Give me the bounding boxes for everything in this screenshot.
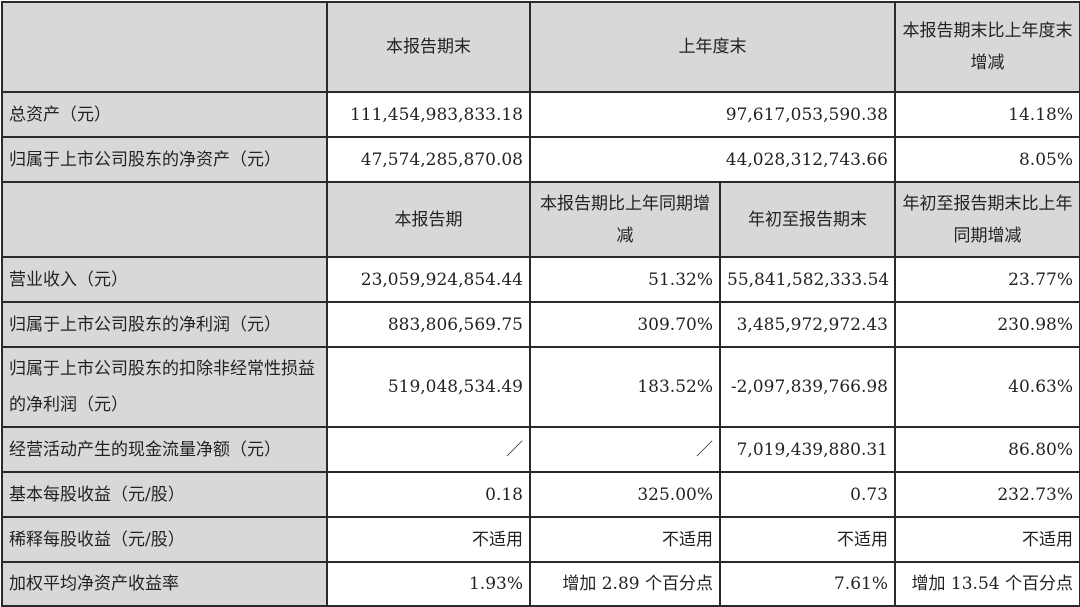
- cell: ／: [326, 426, 531, 473]
- header-empty: [1, 1, 328, 93]
- cell: 309.70%: [529, 301, 721, 348]
- cell: 47,574,285,870.08: [326, 136, 531, 183]
- header-row-2: 本报告期 本报告期比上年同期增减 年初至报告期末 年初至报告期末比上年同期增减: [1, 181, 1080, 258]
- row-label: 稀释每股收益（元/股）: [1, 516, 328, 563]
- cell: 97,617,053,590.38: [529, 91, 896, 138]
- table-row: 营业收入（元） 23,059,924,854.44 51.32% 55,841,582…: [1, 256, 1080, 303]
- cell: 7.61%: [719, 561, 896, 607]
- header-change: 本报告期末比上年度末增减: [894, 1, 1080, 93]
- cell: 51.32%: [529, 256, 721, 303]
- cell: 8.05%: [894, 136, 1080, 183]
- header-prior-year-end: 上年度末: [529, 1, 896, 93]
- cell: 23.77%: [894, 256, 1080, 303]
- header-yoy-change: 本报告期比上年同期增减: [529, 181, 721, 258]
- cell: 232.73%: [894, 471, 1080, 518]
- cell: 7,019,439,880.31: [719, 426, 896, 473]
- table-row: 加权平均净资产收益率 1.93% 增加 2.89 个百分点 7.61% 增加 13.54…: [1, 561, 1080, 607]
- cell: 183.52%: [529, 346, 721, 428]
- row-label: 加权平均净资产收益率: [1, 561, 328, 607]
- cell: 55,841,582,333.54: [719, 256, 896, 303]
- table-row: 总资产（元） 111,454,983,833.18 97,617,053,590…: [1, 91, 1080, 138]
- row-label: 归属于上市公司股东的净资产（元）: [1, 136, 328, 183]
- cell: 不适用: [326, 516, 531, 563]
- cell: 40.63%: [894, 346, 1080, 428]
- cell: 不适用: [529, 516, 721, 563]
- cell: 1.93%: [326, 561, 531, 607]
- cell: 86.80%: [894, 426, 1080, 473]
- cell: 44,028,312,743.66: [529, 136, 896, 183]
- header-period-end: 本报告期末: [326, 1, 531, 93]
- table-row: 稀释每股收益（元/股） 不适用 不适用 不适用 不适用: [1, 516, 1080, 563]
- cell: 0.18: [326, 471, 531, 518]
- cell: 增加 13.54 个百分点: [894, 561, 1080, 607]
- cell: -2,097,839,766.98: [719, 346, 896, 428]
- cell: 3,485,972,972.43: [719, 301, 896, 348]
- header-ytd: 年初至报告期末: [719, 181, 896, 258]
- cell: 230.98%: [894, 301, 1080, 348]
- row-label: 总资产（元）: [1, 91, 328, 138]
- row-label: 归属于上市公司股东的净利润（元）: [1, 301, 328, 348]
- row-label: 归属于上市公司股东的扣除非经常性损益的净利润（元）: [1, 346, 328, 428]
- cell: 0.73: [719, 471, 896, 518]
- cell: ／: [529, 426, 721, 473]
- header-current-period: 本报告期: [326, 181, 531, 258]
- cell: 不适用: [719, 516, 896, 563]
- table-row: 归属于上市公司股东的净利润（元） 883,806,569.75 309.70% 3,4…: [1, 301, 1080, 348]
- cell: 111,454,983,833.18: [326, 91, 531, 138]
- row-label: 营业收入（元）: [1, 256, 328, 303]
- cell: 不适用: [894, 516, 1080, 563]
- header-ytd-change: 年初至报告期末比上年同期增减: [894, 181, 1080, 258]
- cell: 883,806,569.75: [326, 301, 531, 348]
- cell: 14.18%: [894, 91, 1080, 138]
- cell: 增加 2.89 个百分点: [529, 561, 721, 607]
- cell: 519,048,534.49: [326, 346, 531, 428]
- row-label: 经营活动产生的现金流量净额（元）: [1, 426, 328, 473]
- header-empty: [1, 181, 328, 258]
- cell: 325.00%: [529, 471, 721, 518]
- table-row: 归属于上市公司股东的净资产（元） 47,574,285,870.08 44,02…: [1, 136, 1080, 183]
- table-row: 归属于上市公司股东的扣除非经常性损益的净利润（元） 519,048,534.49 1…: [1, 346, 1080, 428]
- table-row: 经营活动产生的现金流量净额（元）／／ 7,019,439,880.31 86.80%: [1, 426, 1080, 473]
- row-label: 基本每股收益（元/股）: [1, 471, 328, 518]
- header-row-1: 本报告期末 上年度末 本报告期末比上年度末增减: [1, 1, 1080, 93]
- cell: 23,059,924,854.44: [326, 256, 531, 303]
- table-row: 基本每股收益（元/股） 0.18 325.00% 0.73 232.73%: [1, 471, 1080, 518]
